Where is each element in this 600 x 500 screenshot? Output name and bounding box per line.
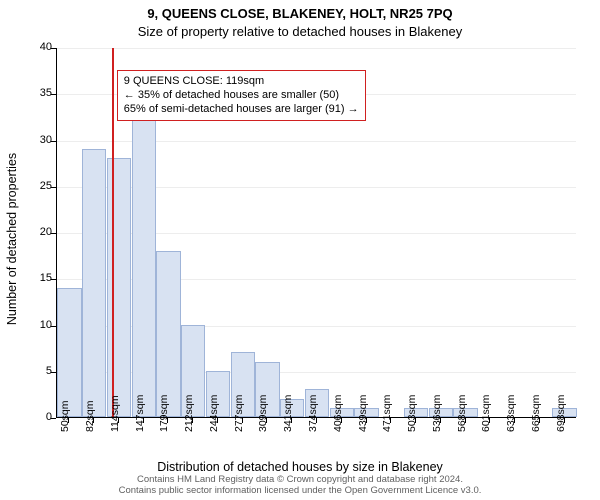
reference-line (112, 48, 114, 417)
x-tickmark (266, 418, 267, 423)
x-tickmark (118, 418, 119, 423)
x-tickmark (167, 418, 168, 423)
y-tick-label: 40 (6, 41, 52, 53)
y-tick-label: 0 (6, 411, 52, 423)
x-tickmark (242, 418, 243, 423)
y-tickmark (51, 279, 56, 280)
x-tickmark (465, 418, 466, 423)
footer-line-2: Contains public sector information licen… (0, 486, 600, 496)
y-tick-label: 15 (6, 272, 52, 284)
y-tickmark (51, 372, 56, 373)
annotation-line: ← 35% of detached houses are smaller (50… (124, 89, 359, 103)
plot-area: 9 QUEENS CLOSE: 119sqm← 35% of detached … (56, 48, 576, 418)
annotation-line: 9 QUEENS CLOSE: 119sqm (124, 75, 359, 89)
annotation-box: 9 QUEENS CLOSE: 119sqm← 35% of detached … (117, 70, 366, 121)
histogram-bar (57, 288, 81, 418)
histogram-bar (82, 149, 106, 417)
x-tickmark (316, 418, 317, 423)
x-tickmark (341, 418, 342, 423)
y-tick-label: 35 (6, 87, 52, 99)
x-tickmark (440, 418, 441, 423)
footer: Contains HM Land Registry data © Crown c… (0, 475, 600, 496)
x-tickmark (68, 418, 69, 423)
title-sub: Size of property relative to detached ho… (0, 24, 600, 39)
y-tick-label: 20 (6, 226, 52, 238)
x-tickmark (564, 418, 565, 423)
x-axis-label: Distribution of detached houses by size … (0, 460, 600, 474)
histogram-bar (132, 112, 156, 417)
x-tickmark (489, 418, 490, 423)
x-tickmark (93, 418, 94, 423)
y-tick-label: 25 (6, 180, 52, 192)
x-tickmark (192, 418, 193, 423)
chart-container: 9, QUEENS CLOSE, BLAKENEY, HOLT, NR25 7P… (0, 0, 600, 500)
x-tickmark (366, 418, 367, 423)
y-tick-label: 30 (6, 134, 52, 146)
annotation-line: 65% of semi-detached houses are larger (… (124, 103, 359, 117)
x-tickmark (390, 418, 391, 423)
y-tickmark (51, 418, 56, 419)
x-tickmark (291, 418, 292, 423)
x-tickmark (415, 418, 416, 423)
y-tick-label: 5 (6, 365, 52, 377)
x-tickmark (217, 418, 218, 423)
footer-line-1: Contains HM Land Registry data © Crown c… (0, 475, 600, 485)
y-tickmark (51, 141, 56, 142)
x-tickmark (143, 418, 144, 423)
gridline-h (57, 48, 576, 49)
histogram-bar (156, 251, 180, 418)
y-tick-label: 10 (6, 319, 52, 331)
y-tickmark (51, 187, 56, 188)
y-tickmark (51, 48, 56, 49)
y-tickmark (51, 94, 56, 95)
histogram-bar (107, 158, 131, 417)
title-main: 9, QUEENS CLOSE, BLAKENEY, HOLT, NR25 7P… (0, 6, 600, 21)
x-tickmark (539, 418, 540, 423)
y-axis-label: Number of detached properties (5, 153, 19, 325)
y-tickmark (51, 233, 56, 234)
x-tickmark (514, 418, 515, 423)
y-tickmark (51, 326, 56, 327)
